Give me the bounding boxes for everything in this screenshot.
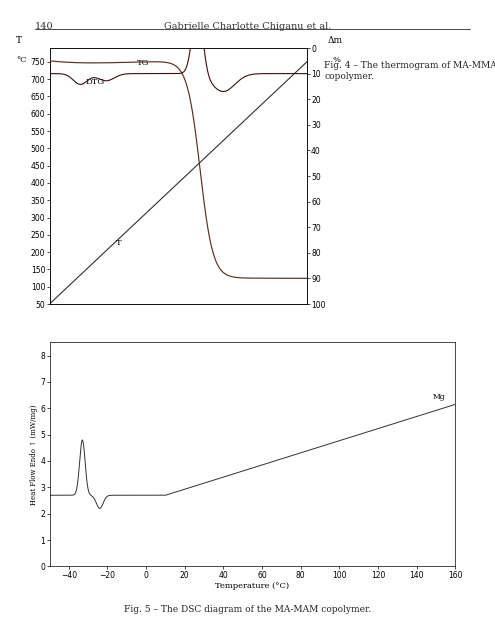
X-axis label: Temperature (°C): Temperature (°C) — [215, 582, 290, 590]
Text: Fig. 5 – The DSC diagram of the MA-MAM copolymer.: Fig. 5 – The DSC diagram of the MA-MAM c… — [124, 605, 371, 614]
Text: copolymer.: copolymer. — [324, 72, 374, 81]
Text: T: T — [116, 239, 122, 247]
Text: %: % — [333, 56, 341, 64]
Text: Gabrielle Charlotte Chiganu et al.: Gabrielle Charlotte Chiganu et al. — [164, 22, 331, 31]
Text: Δm: Δm — [328, 36, 343, 45]
Text: Fig. 4 – The thermogram of MA-MMA: Fig. 4 – The thermogram of MA-MMA — [324, 61, 495, 70]
Text: °C: °C — [16, 56, 27, 64]
Y-axis label: Heat Flow Endo ↑ (mW/mg): Heat Flow Endo ↑ (mW/mg) — [30, 404, 38, 505]
Text: Mg: Mg — [432, 393, 445, 401]
Text: DTG: DTG — [86, 78, 104, 86]
Text: TG: TG — [137, 60, 149, 67]
Text: 140: 140 — [35, 22, 53, 31]
Text: T: T — [16, 36, 22, 45]
